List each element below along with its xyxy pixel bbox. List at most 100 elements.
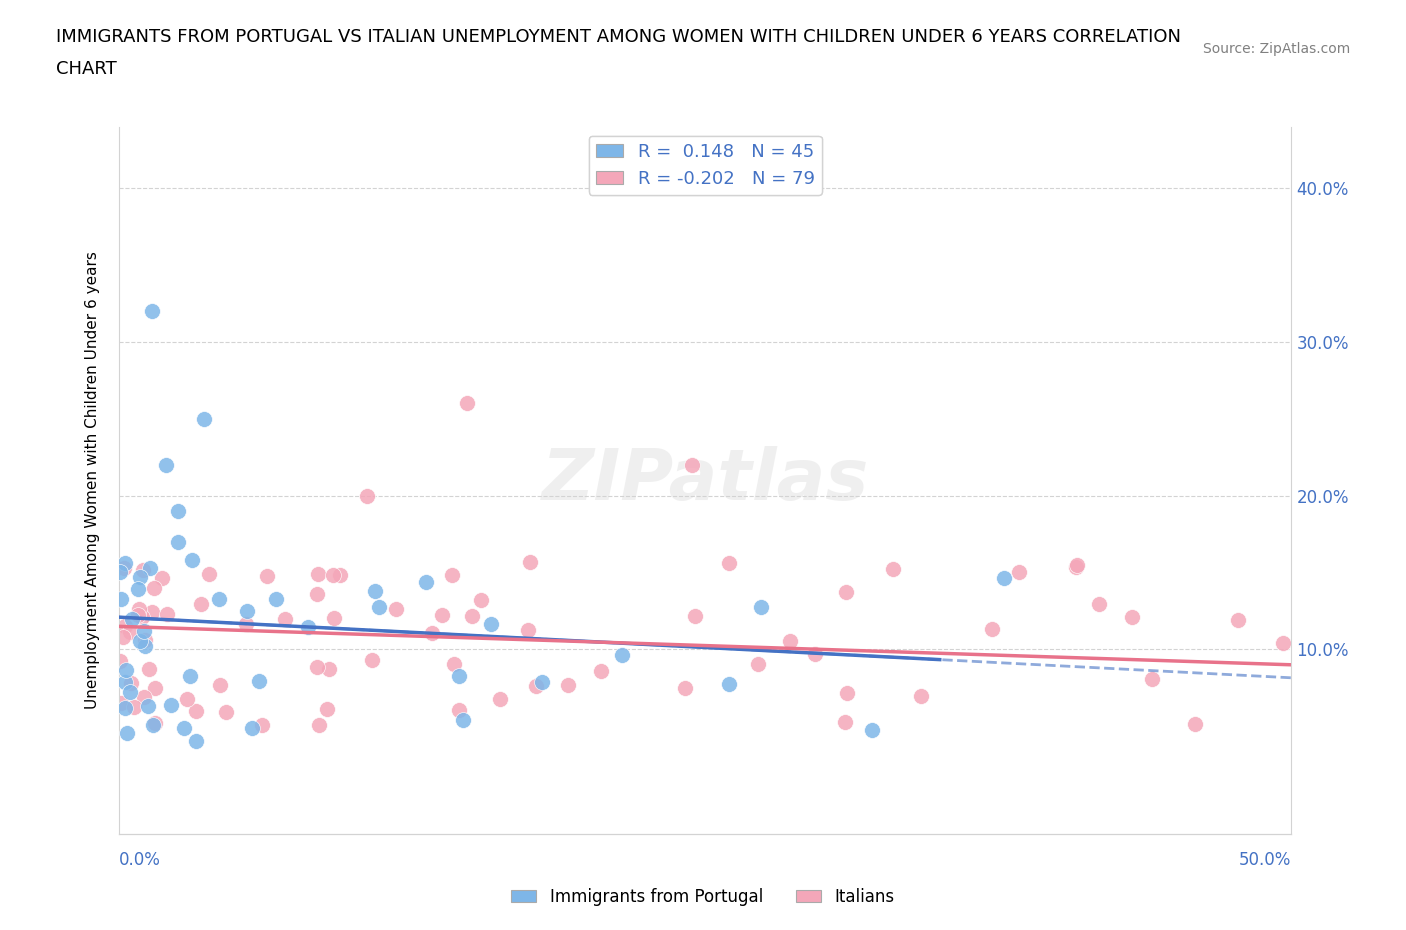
Point	[461, 608, 484, 623]
Point	[717, 677, 740, 692]
Point	[132, 689, 155, 704]
Point	[489, 692, 512, 707]
Point	[430, 607, 453, 622]
Point	[138, 561, 160, 576]
Legend: Immigrants from Portugal, Italians: Immigrants from Portugal, Italians	[505, 881, 901, 912]
Point	[159, 698, 181, 712]
Point	[1121, 610, 1143, 625]
Point	[1066, 557, 1088, 572]
Point	[127, 607, 149, 622]
Point	[134, 632, 156, 647]
Text: IMMIGRANTS FROM PORTUGAL VS ITALIAN UNEMPLOYMENT AMONG WOMEN WITH CHILDREN UNDER: IMMIGRANTS FROM PORTUGAL VS ITALIAN UNEM…	[56, 28, 1181, 46]
Point	[180, 552, 202, 567]
Point	[420, 626, 443, 641]
Point	[110, 591, 132, 606]
Point	[264, 591, 287, 606]
Point	[415, 575, 437, 590]
Point	[364, 584, 387, 599]
Point	[910, 689, 932, 704]
Point	[384, 602, 406, 617]
Point	[316, 702, 339, 717]
Point	[250, 718, 273, 733]
Point	[356, 488, 378, 503]
Point	[138, 661, 160, 676]
Point	[479, 617, 502, 631]
Point	[142, 718, 165, 733]
Point	[108, 565, 131, 579]
Text: Source: ZipAtlas.com: Source: ZipAtlas.com	[1202, 42, 1350, 56]
Point	[128, 602, 150, 617]
Point	[193, 411, 215, 426]
Point	[131, 610, 153, 625]
Point	[685, 609, 707, 624]
Point	[1140, 671, 1163, 686]
Point	[143, 580, 166, 595]
Point	[589, 664, 612, 679]
Point	[236, 604, 259, 618]
Point	[443, 657, 465, 671]
Point	[747, 657, 769, 671]
Point	[360, 652, 382, 667]
Point	[274, 612, 297, 627]
Point	[612, 647, 634, 662]
Point	[122, 699, 145, 714]
Text: 0.0%: 0.0%	[120, 851, 160, 869]
Point	[1272, 635, 1295, 650]
Point	[307, 566, 329, 581]
Point	[993, 570, 1015, 585]
Point	[112, 561, 135, 576]
Point	[120, 675, 142, 690]
Point	[681, 458, 703, 472]
Point	[155, 458, 177, 472]
Point	[167, 535, 190, 550]
Point	[834, 715, 856, 730]
Point	[173, 721, 195, 736]
Point	[517, 623, 540, 638]
Point	[673, 681, 696, 696]
Point	[329, 567, 352, 582]
Point	[318, 661, 340, 676]
Point	[118, 684, 141, 699]
Text: CHART: CHART	[56, 60, 117, 78]
Point	[447, 668, 470, 683]
Point	[114, 662, 136, 677]
Point	[531, 674, 554, 689]
Point	[1184, 716, 1206, 731]
Point	[297, 619, 319, 634]
Point	[186, 703, 208, 718]
Point	[323, 610, 346, 625]
Point	[136, 698, 159, 713]
Y-axis label: Unemployment Among Women with Children Under 6 years: Unemployment Among Women with Children U…	[86, 251, 100, 710]
Point	[214, 705, 236, 720]
Point	[114, 619, 136, 634]
Point	[129, 633, 152, 648]
Point	[240, 721, 263, 736]
Point	[307, 587, 329, 602]
Point	[882, 562, 904, 577]
Point	[150, 570, 173, 585]
Point	[110, 696, 132, 711]
Point	[834, 584, 856, 599]
Point	[456, 396, 478, 411]
Point	[524, 679, 547, 694]
Point	[197, 567, 219, 582]
Point	[111, 630, 134, 644]
Point	[367, 600, 389, 615]
Point	[143, 681, 166, 696]
Point	[322, 567, 344, 582]
Point	[981, 621, 1004, 636]
Point	[451, 713, 474, 728]
Point	[114, 555, 136, 570]
Point	[190, 596, 212, 611]
Point	[718, 555, 741, 570]
Point	[1226, 612, 1249, 627]
Point	[132, 563, 155, 578]
Point	[179, 669, 201, 684]
Point	[114, 674, 136, 689]
Point	[141, 304, 163, 319]
Point	[176, 692, 198, 707]
Point	[121, 612, 143, 627]
Text: 50.0%: 50.0%	[1239, 851, 1292, 869]
Point	[305, 659, 328, 674]
Point	[470, 592, 492, 607]
